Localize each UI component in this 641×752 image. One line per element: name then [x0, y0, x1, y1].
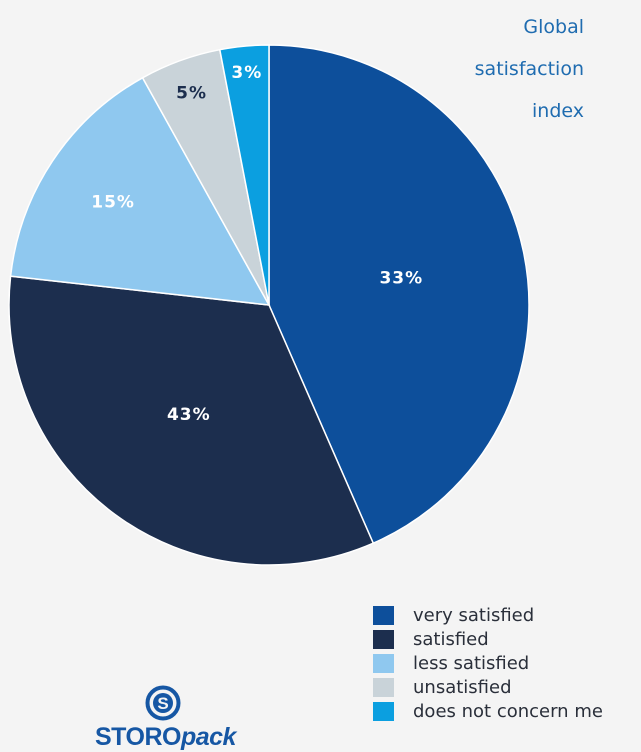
pie-slice-satisfied	[8, 275, 375, 566]
storopack-logo-mark-icon: S	[145, 685, 181, 721]
pie-label-unsatisfied: 5%	[176, 83, 207, 103]
legend-label-satisfied: satisfied	[413, 628, 489, 650]
chart-title-line-1: Global	[523, 16, 584, 38]
pie-label-less-satisfied: 15%	[91, 192, 135, 212]
pie-slice-very-satisfied	[268, 44, 530, 545]
legend-item-satisfied: satisfied	[373, 627, 603, 651]
pie-slice-does-not-concern-me	[218, 44, 270, 306]
logo-wordmark-bold: pack	[180, 723, 236, 751]
chart-title-line-3: index	[532, 100, 584, 122]
legend-swatch-less-satisfied	[373, 653, 394, 673]
legend-label-does-not-concern-me: does not concern me	[413, 700, 603, 722]
legend-swatch-does-not-concern-me	[373, 701, 394, 721]
legend-label-less-satisfied: less satisfied	[413, 652, 530, 674]
logo-wordmark-regular: STORO	[95, 723, 181, 751]
legend-item-less-satisfied: less satisfied	[373, 651, 603, 675]
legend-swatch-unsatisfied	[373, 677, 394, 697]
logo-wordmark: STOROpack	[95, 723, 236, 752]
storopack-logo: S STOROpack	[95, 685, 245, 751]
legend-item-unsatisfied: unsatisfied	[373, 675, 603, 699]
legend-label-unsatisfied: unsatisfied	[413, 676, 512, 698]
pie-label-very-satisfied: 33%	[379, 268, 423, 288]
legend-label-very-satisfied: very satisfied	[413, 604, 535, 626]
logo-mark-letter: S	[157, 694, 168, 713]
chart-title: Global satisfaction index	[404, 6, 584, 132]
pie-label-does-not-concern-me: 3%	[231, 63, 262, 83]
pie-slice-less-satisfied	[9, 76, 271, 306]
legend-swatch-very-satisfied	[373, 605, 394, 625]
pie-slice-labels: 33% 43% 15% 5% 3%	[91, 63, 423, 425]
pie-slices	[8, 44, 530, 566]
chart-title-line-2: satisfaction	[474, 58, 584, 80]
legend-item-does-not-concern-me: does not concern me	[373, 699, 603, 723]
legend: very satisfied satisfied less satisfied …	[373, 603, 603, 723]
pie-label-satisfied: 43%	[167, 405, 211, 425]
legend-item-very-satisfied: very satisfied	[373, 603, 603, 627]
legend-swatch-satisfied	[373, 629, 394, 649]
